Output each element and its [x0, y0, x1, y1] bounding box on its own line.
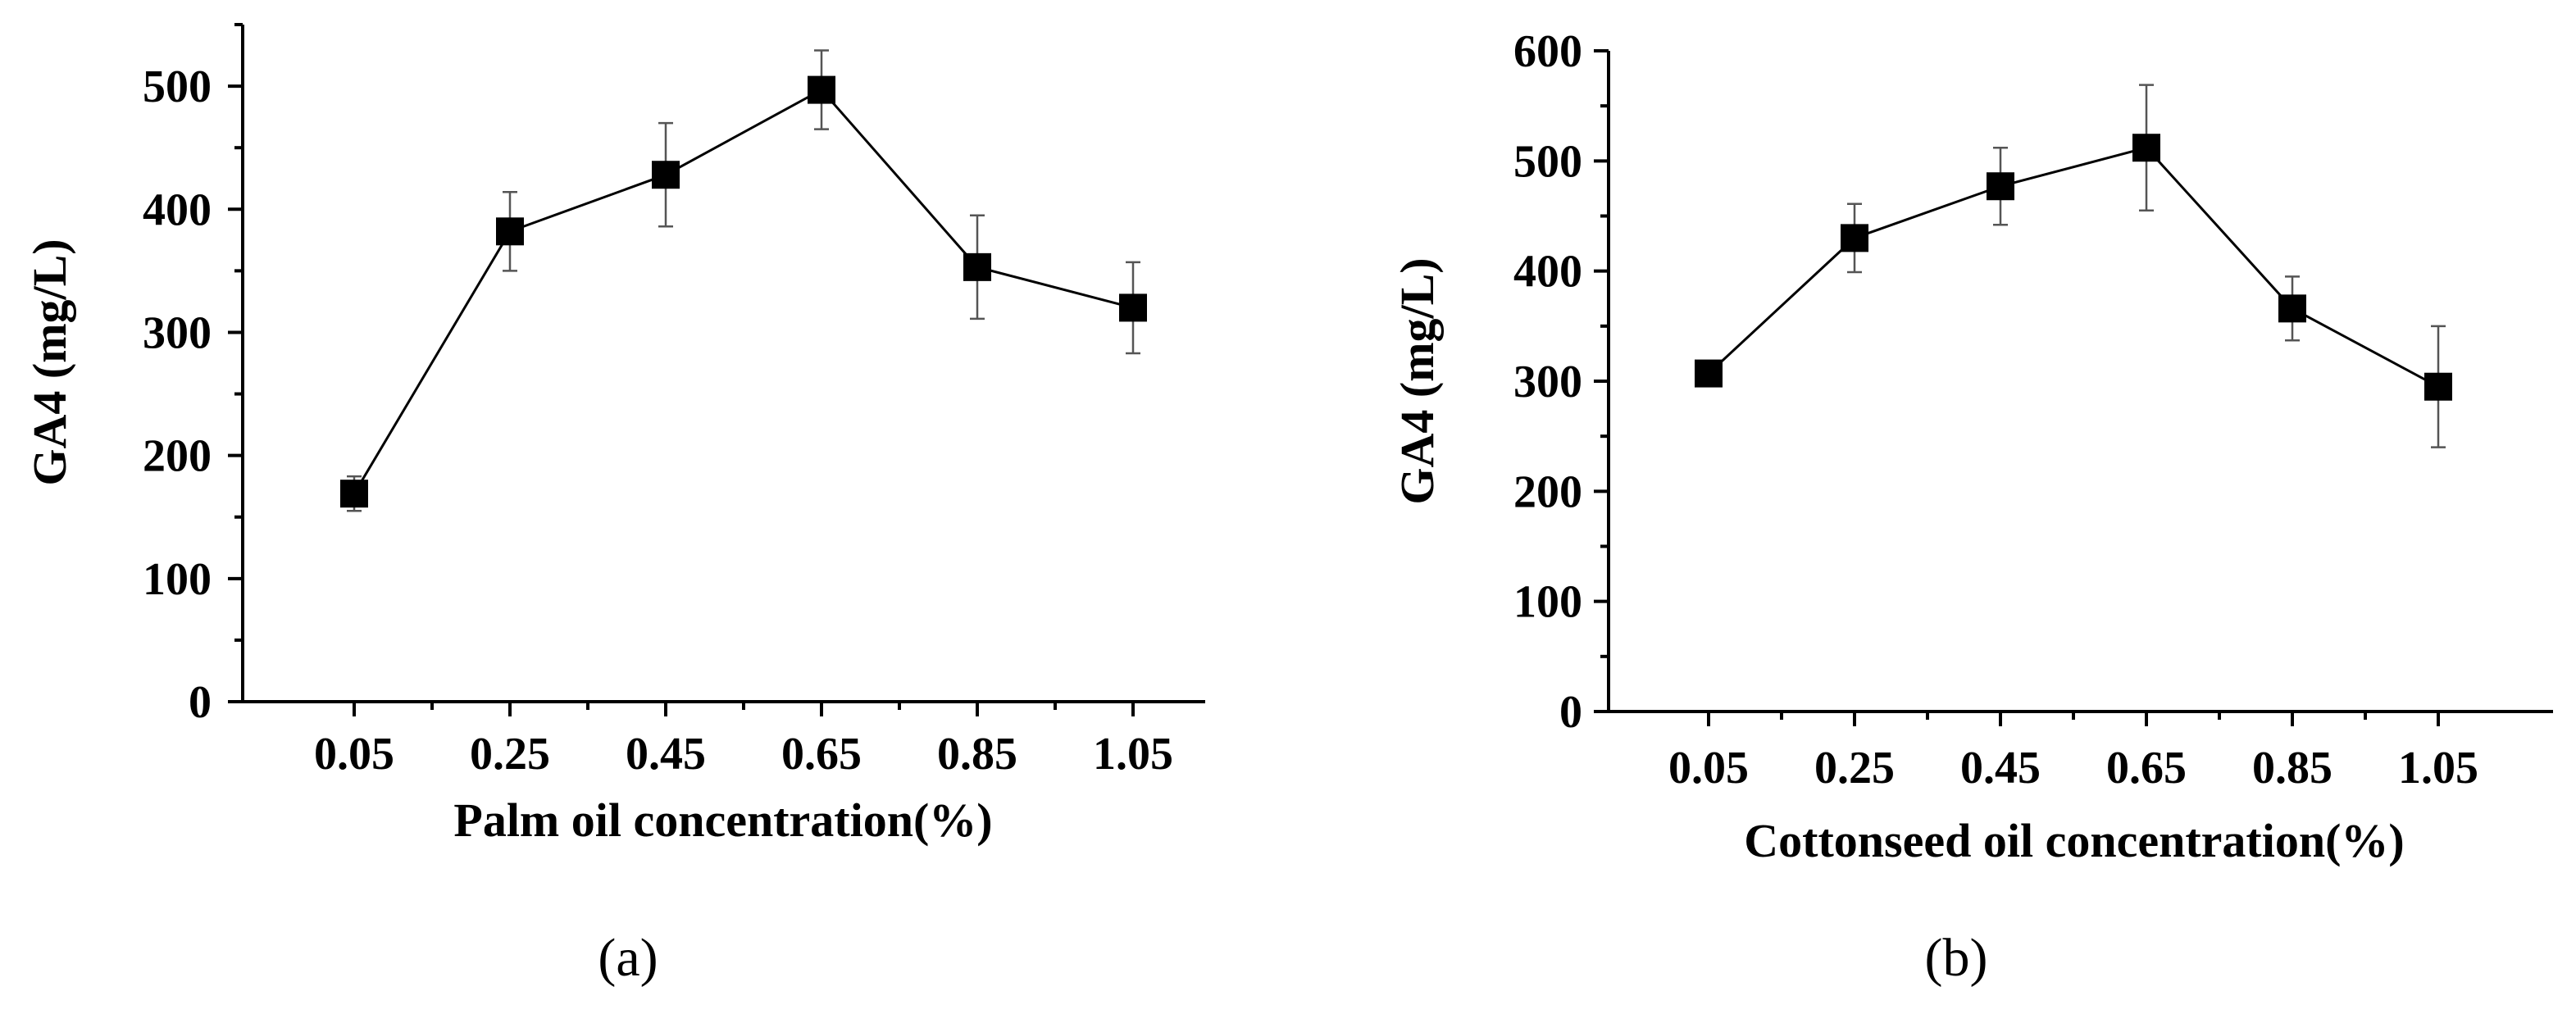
y-tick-label: 500	[143, 61, 212, 112]
data-point	[1841, 224, 1868, 252]
x-tick-label: 0.05	[314, 729, 394, 780]
x-tick-label: 0.65	[2106, 743, 2187, 793]
x-tick-label: 0.05	[1668, 743, 1749, 793]
y-tick-label: 600	[1513, 26, 1582, 77]
series-line	[353, 88, 1134, 494]
series-line	[1707, 146, 2439, 389]
x-tick-label: 0.45	[626, 729, 706, 780]
chart-panel-a: GA4 (mg/L) Palm oil concentration(%) (a)…	[23, 23, 1205, 988]
data-point	[1987, 172, 2014, 201]
x-tick-label: 0.25	[470, 729, 550, 780]
x-tick-label: 1.05	[2398, 743, 2478, 793]
data-point	[2132, 134, 2160, 162]
y-tick-label: 500	[1513, 136, 1582, 187]
y-tick-label: 100	[143, 554, 212, 605]
data-point	[652, 161, 680, 189]
data-point	[496, 217, 524, 246]
x-tick-label: 0.25	[1814, 743, 1895, 793]
chart-panel-b: GA4 (mg/L) Cottonseed oil concentration(…	[1390, 26, 2553, 988]
x-tick-label: 1.05	[1093, 729, 1173, 780]
data-point	[2278, 294, 2306, 323]
x-axis-title: Palm oil concentration(%)	[453, 793, 992, 847]
y-tick-label: 400	[143, 184, 212, 235]
panel-label: (b)	[1925, 928, 1988, 988]
data-point	[1695, 359, 1723, 388]
y-tick-label: 0	[189, 677, 212, 728]
y-tick-label: 400	[1513, 247, 1582, 298]
data-point	[963, 252, 991, 281]
data-point	[808, 75, 835, 104]
panel-label: (a)	[598, 928, 658, 988]
y-tick-label: 300	[143, 307, 212, 358]
y-tick-label: 200	[143, 431, 212, 482]
x-tick-label: 0.45	[1960, 743, 2041, 793]
y-tick-label: 300	[1513, 357, 1582, 407]
y-axis-title: GA4 (mg/L)	[23, 239, 76, 485]
x-axis-title: Cottonseed oil concentration(%)	[1744, 814, 2404, 867]
y-tick-label: 0	[1559, 687, 1582, 738]
y-tick-label: 200	[1513, 466, 1582, 517]
x-tick-label: 0.85	[937, 729, 1017, 780]
data-point	[2424, 372, 2452, 401]
data-point	[340, 480, 368, 508]
x-tick-label: 0.85	[2252, 743, 2333, 793]
x-tick-label: 0.65	[781, 729, 862, 780]
y-axis-title: GA4 (mg/L)	[1390, 257, 1444, 504]
y-tick-label: 100	[1513, 577, 1582, 628]
data-point	[1119, 293, 1147, 322]
